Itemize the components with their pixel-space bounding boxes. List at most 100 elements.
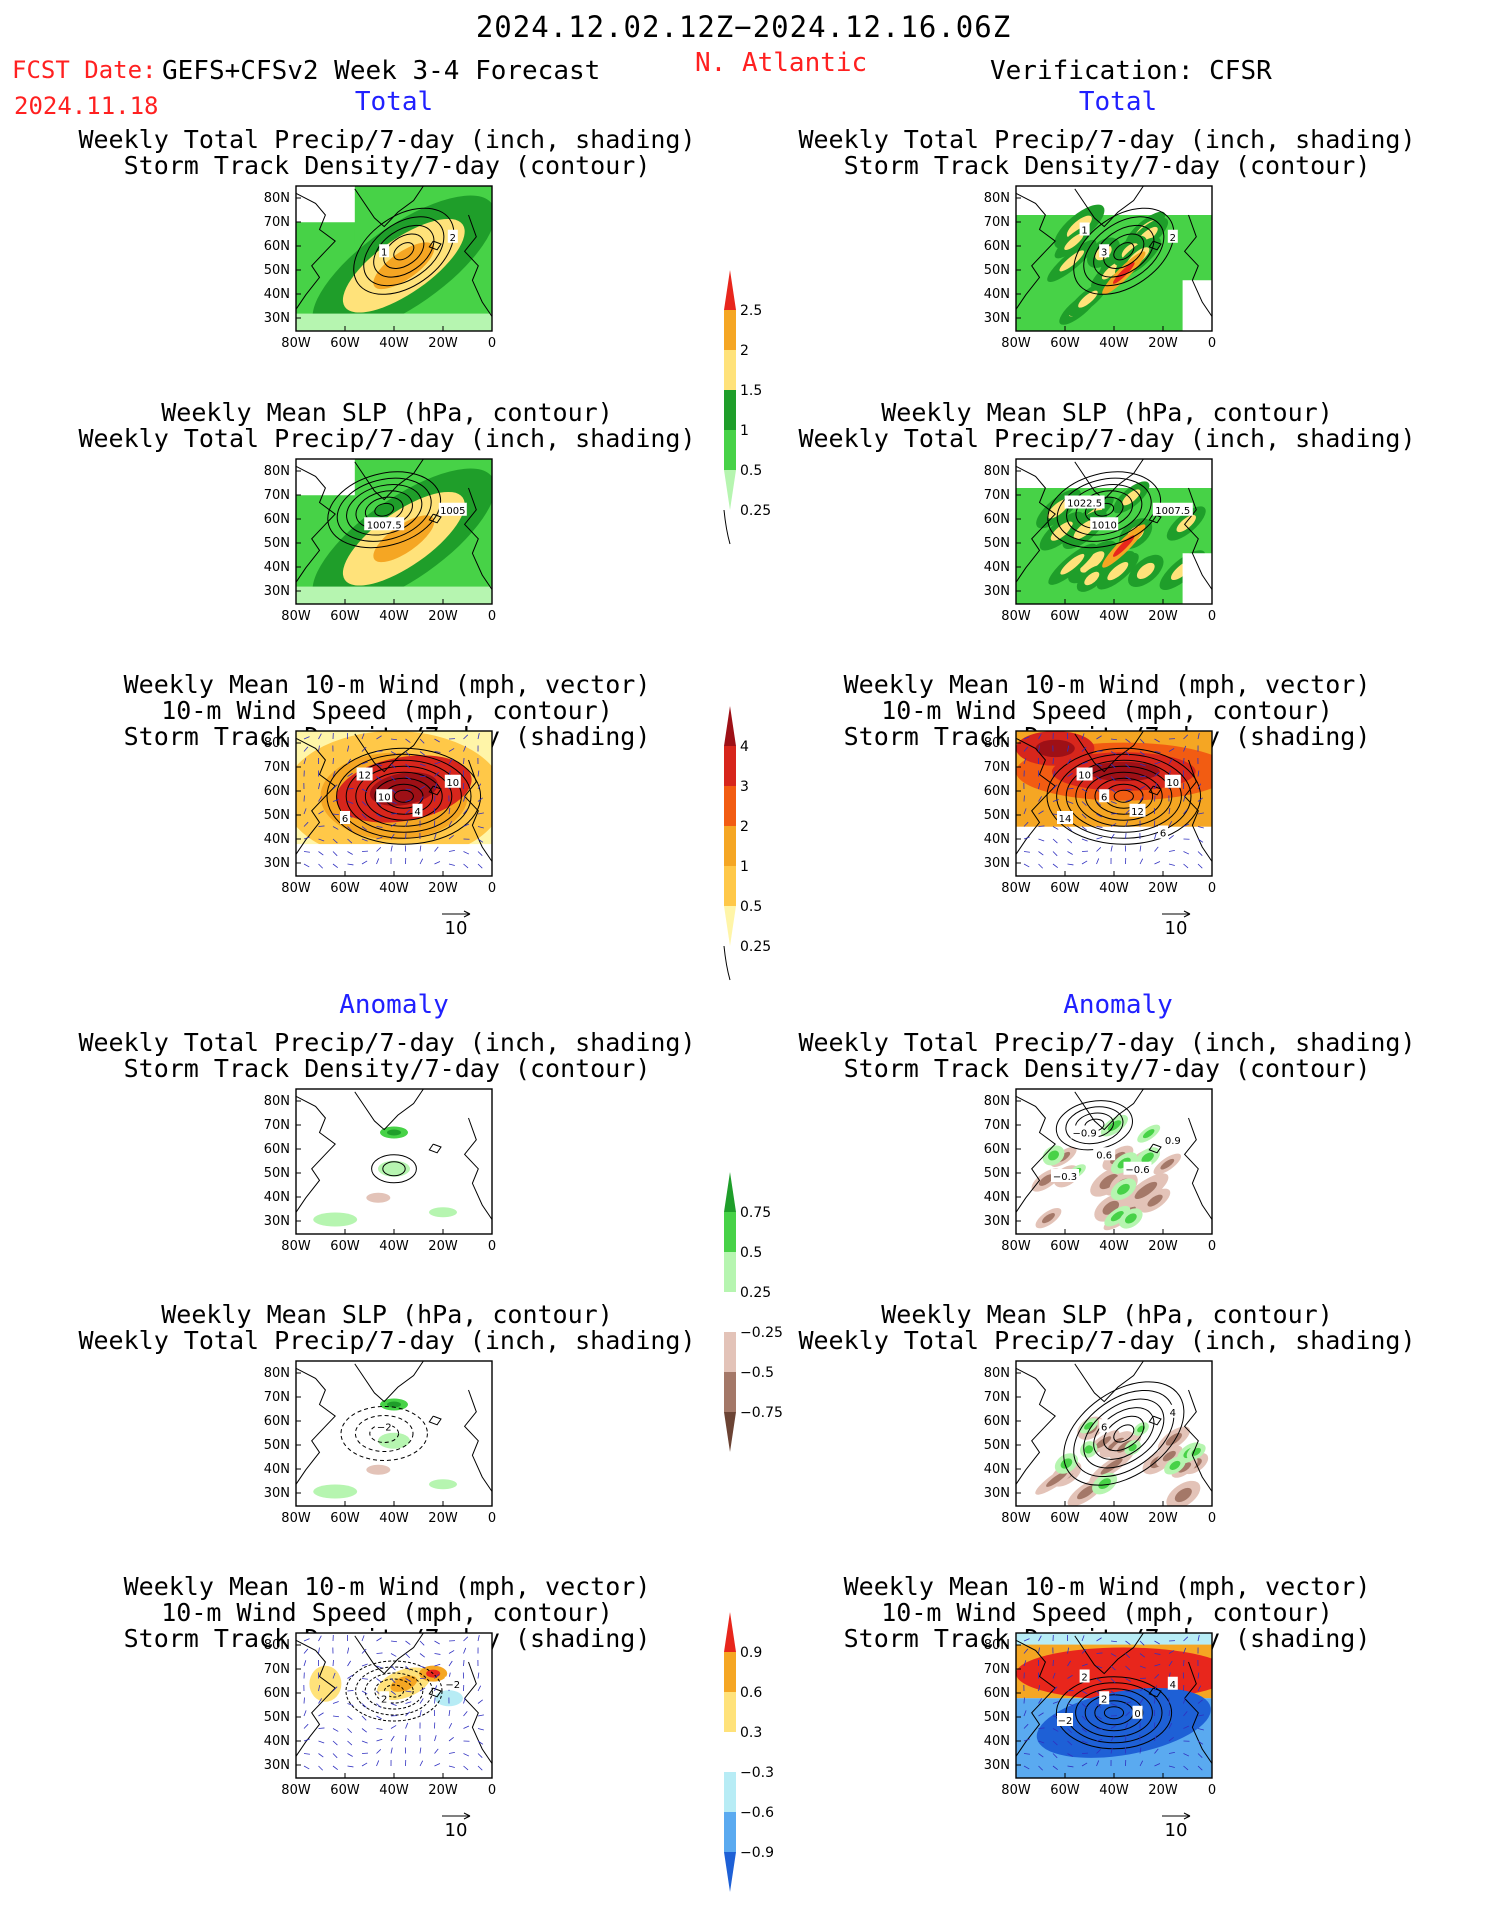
- track-anom-colorbar-label: 0.6: [740, 1685, 762, 1701]
- va-slp-precip-lat-tick: 50N: [984, 1438, 1010, 1453]
- fa-precip-track-lon-tick: 0: [488, 1239, 496, 1254]
- fc-wind-track-map: 10 10 12 4 6 80N 70N 60N 50N 40N 30N 80W 60W 40W 20W 0: [264, 730, 496, 896]
- va-precip-track-lon-tick: 60W: [1050, 1239, 1080, 1254]
- svg-text:2: 2: [450, 233, 456, 244]
- fc-slp-precip-lat-tick: 70N: [264, 488, 290, 503]
- vf-precip-track-lat-tick: 80N: [984, 191, 1010, 206]
- svg-text:1007.5: 1007.5: [1155, 506, 1190, 517]
- va-slp-precip-lon-tick: 80W: [1001, 1511, 1031, 1526]
- fc-wind-track-lon-tick: 80W: [281, 881, 311, 896]
- fa-slp-precip-lon-tick: 0: [488, 1511, 496, 1526]
- fc-wind-track-lat-tick: 60N: [264, 784, 290, 799]
- fa-slp-title-line-1: Weekly Mean SLP (hPa, contour): [161, 1300, 613, 1329]
- svg-text:0.9: 0.9: [1165, 1136, 1181, 1147]
- fc-wind-title-line-1: Weekly Mean 10-m Wind (mph, vector): [123, 670, 651, 699]
- va-wind-track-lat-tick: 30N: [984, 1758, 1010, 1773]
- va-wind-track-map: 2 4 2 0 −2 80N 70N 60N 50N 40N 30N 80W 60W 40W 20W 0: [984, 1632, 1216, 1798]
- svg-text:4: 4: [414, 807, 420, 818]
- vf-wind-track-lat-tick: 80N: [984, 736, 1010, 751]
- vf-precip-track-lon-tick: 80W: [1001, 336, 1031, 351]
- vf-wind-track-lat-tick: 60N: [984, 784, 1010, 799]
- precip-total-colorbar-label: 0.25: [740, 503, 771, 519]
- va-slp-title-line-2: Weekly Total Precip/7-day (inch, shading…: [798, 1326, 1416, 1355]
- va-precip-track-map: 0.6 0.9 −0.9 −0.6 −0.3 80N 70N 60N 50N 40N 30N 80W 6…: [984, 1088, 1216, 1254]
- fa-wind-track-lon-tick: 60W: [330, 1783, 360, 1798]
- va-wind-track-lon-tick: 80W: [1001, 1783, 1031, 1798]
- fc-slp-precip-lat-tick: 60N: [264, 512, 290, 527]
- track-anom-colorbar: 0.9 0.6 0.3 −0.3 −0.6 −0.9: [724, 1612, 774, 1892]
- svg-text:1010: 1010: [1091, 520, 1116, 531]
- precip-total-colorbar-label: 2: [740, 343, 749, 359]
- fa-wind-title-line-2: 10-m Wind Speed (mph, contour): [161, 1598, 613, 1627]
- section-total-left: Total: [354, 87, 434, 117]
- vector-reference: 10: [1162, 910, 1191, 939]
- fc-precip-track-lon-tick: 60W: [330, 336, 360, 351]
- vf-slp-precip-map: 1010 1007.5 1022.5 80N 70N 60N 50N 40N 30N 80W 60W…: [984, 458, 1216, 624]
- fc-slp-title-line-1: Weekly Mean SLP (hPa, contour): [161, 398, 613, 427]
- va-slp-precip-map: 6 4 80N 70N 60N 50N 40N 30N 80W 60W 40W 20W 0: [984, 1360, 1216, 1526]
- svg-text:0: 0: [1134, 1709, 1140, 1720]
- fa-slp-precip-lat-tick: 40N: [264, 1462, 290, 1477]
- va-slp-title-line-1: Weekly Mean SLP (hPa, contour): [881, 1300, 1333, 1329]
- vf-wind-track-lon-tick: 20W: [1148, 881, 1178, 896]
- svg-text:10: 10: [1078, 771, 1091, 782]
- fc-precip-track-lon-tick: 40W: [379, 336, 409, 351]
- fc-slp-precip-lat-tick: 40N: [264, 560, 290, 575]
- fa-wind-track-lat-tick: 60N: [264, 1686, 290, 1701]
- section-anomaly-right: Anomaly: [1063, 990, 1173, 1020]
- fa-slp-precip-lon-tick: 20W: [428, 1511, 458, 1526]
- svg-text:12: 12: [358, 771, 371, 782]
- vf-wind-track-lat-tick: 50N: [984, 808, 1010, 823]
- fa-slp-precip-lon-tick: 40W: [379, 1511, 409, 1526]
- fc-precip-track-lat-tick: 30N: [264, 311, 290, 326]
- svg-text:−0.9: −0.9: [1072, 1129, 1096, 1140]
- fc-precip-track-map: 1 2 80N 70N 60N 50N 40N 30N 80W 60W 40W 20W 0: [264, 185, 496, 351]
- va-precip-track-lon-tick: 20W: [1148, 1239, 1178, 1254]
- va-slp-precip-lon-tick: 20W: [1148, 1511, 1178, 1526]
- fa-precip-track-lat-tick: 60N: [264, 1142, 290, 1157]
- va-precip-track-title-line-1: Weekly Total Precip/7-day (inch, shading…: [798, 1028, 1416, 1057]
- precip-anom-colorbar-label: −0.75: [740, 1405, 783, 1421]
- va-wind-title-line-2: 10-m Wind Speed (mph, contour): [881, 1598, 1333, 1627]
- vf-slp-precip-lon-tick: 60W: [1050, 609, 1080, 624]
- svg-text:4: 4: [1170, 1408, 1176, 1419]
- svg-text:0.6: 0.6: [1096, 1150, 1112, 1161]
- vf-precip-track-title-line-2: Storm Track Density/7-day (contour): [843, 151, 1371, 180]
- va-precip-track-lon-tick: 80W: [1001, 1239, 1031, 1254]
- vf-slp-title-line-1: Weekly Mean SLP (hPa, contour): [881, 398, 1333, 427]
- svg-text:10: 10: [445, 918, 468, 939]
- fc-precip-track-lon-tick: 20W: [428, 336, 458, 351]
- fcst-date-label: FCST Date:: [12, 56, 157, 84]
- svg-text:3: 3: [1101, 247, 1107, 258]
- fa-slp-precip-lon-tick: 80W: [281, 1511, 311, 1526]
- section-total-right: Total: [1078, 87, 1158, 117]
- svg-text:1007.5: 1007.5: [367, 520, 402, 531]
- va-wind-track-lon-tick: 0: [1208, 1783, 1216, 1798]
- track-total-colorbar-label: 2: [740, 819, 749, 835]
- track-total-colorbar-label: 1: [740, 859, 749, 875]
- track-anom-colorbar-label: 0.9: [740, 1645, 762, 1661]
- fc-precip-track-lat-tick: 80N: [264, 191, 290, 206]
- va-precip-track-lat-tick: 80N: [984, 1094, 1010, 1109]
- svg-text:10: 10: [446, 778, 459, 789]
- track-total-colorbar-label: 3: [740, 779, 749, 795]
- fa-slp-precip-lat-tick: 80N: [264, 1366, 290, 1381]
- svg-text:−2: −2: [1058, 1716, 1073, 1727]
- fc-wind-track-lat-tick: 80N: [264, 736, 290, 751]
- va-slp-precip-lat-tick: 60N: [984, 1414, 1010, 1429]
- fa-precip-track-map: 80N 70N 60N 50N 40N 30N 80W 60W 40W 20W 0: [264, 1088, 496, 1254]
- vf-slp-precip-lat-tick: 60N: [984, 512, 1010, 527]
- fc-slp-precip-lon-tick: 0: [488, 609, 496, 624]
- svg-text:14: 14: [1059, 814, 1072, 825]
- fc-wind-track-lat-tick: 70N: [264, 760, 290, 775]
- precip-total-colorbar-label: 1.5: [740, 383, 762, 399]
- fa-precip-track-lon-tick: 60W: [330, 1239, 360, 1254]
- fc-precip-track-lat-tick: 60N: [264, 239, 290, 254]
- va-precip-track-title-line-2: Storm Track Density/7-day (contour): [843, 1054, 1371, 1083]
- va-slp-precip-lon-tick: 60W: [1050, 1511, 1080, 1526]
- fa-wind-track-map: 2 −2 80N 70N 60N 50N 40N 30N 80W 60W 40W 20W 0: [264, 1632, 496, 1798]
- fa-precip-track-lat-tick: 80N: [264, 1094, 290, 1109]
- fc-precip-track-lon-tick: 80W: [281, 336, 311, 351]
- track-anom-colorbar-label: −0.9: [740, 1845, 774, 1861]
- fa-wind-track-lat-tick: 50N: [264, 1710, 290, 1725]
